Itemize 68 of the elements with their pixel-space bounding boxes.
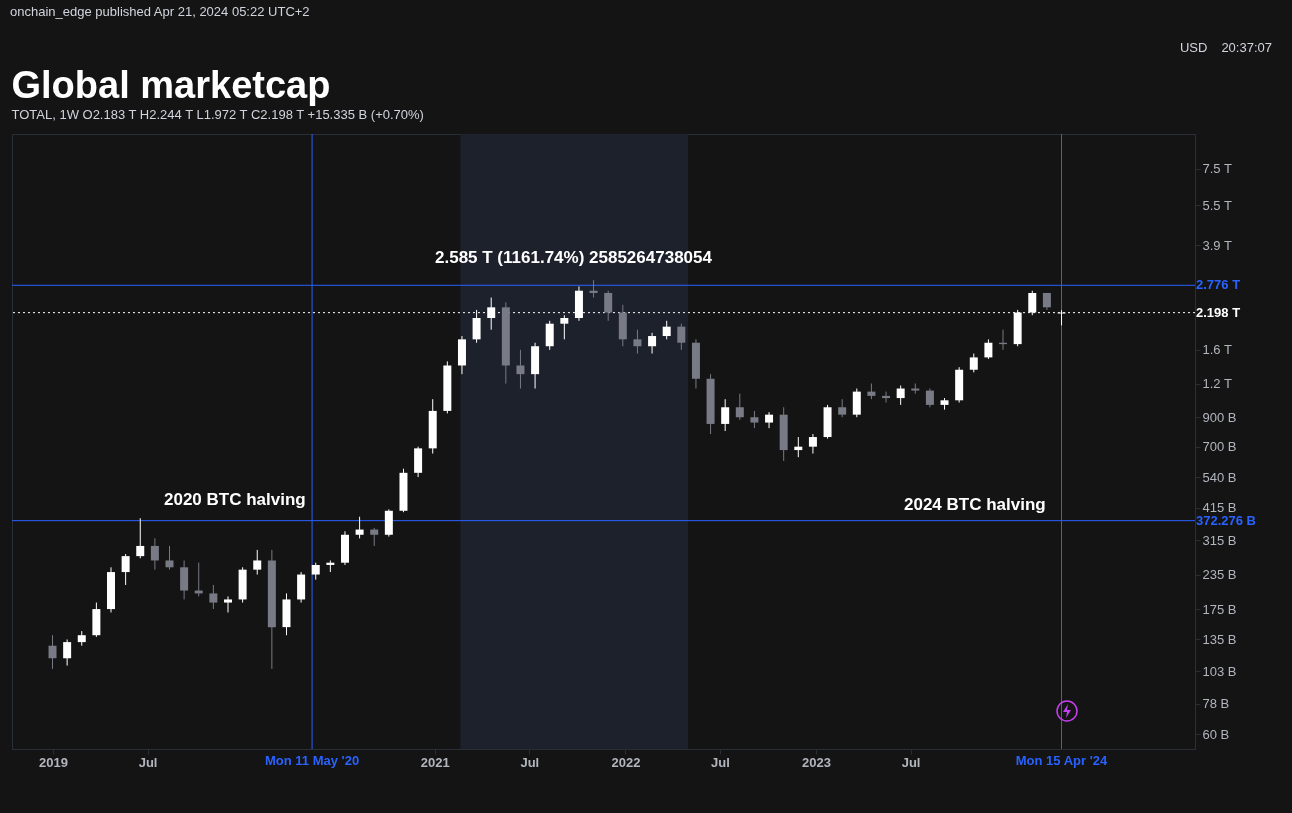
candlestick (121, 553, 130, 586)
x-tick-label: 2023 (802, 754, 832, 770)
candlestick (925, 388, 934, 408)
candlestick (765, 411, 774, 429)
candlestick (735, 393, 744, 421)
candlestick (63, 638, 72, 667)
y-tick-label: 175 B (1202, 601, 1237, 617)
candlestick (165, 545, 174, 571)
candlestick (896, 385, 905, 406)
chart-subtitle: TOTAL, 1W O2.183 T H2.244 T L1.972 T C2.198 T +15.335 B (+0.70%) (11, 106, 424, 122)
annotation: 2024 BTC halving (904, 495, 1046, 515)
ref-line-label: 2.198 T (1196, 304, 1241, 320)
candlestick (662, 320, 671, 340)
candlestick (355, 516, 364, 539)
candlestick (852, 388, 861, 418)
y-tick-label: 900 B (1202, 409, 1237, 425)
candlestick (370, 527, 379, 547)
y-tick-label: 700 B (1202, 439, 1237, 455)
candlestick (48, 634, 57, 670)
candlestick (677, 323, 686, 351)
chart-title: Global marketcap (11, 63, 331, 106)
text: onchain_edge published Apr 21, 2024 05:22 UTC+2 (10, 4, 310, 19)
y-tick-label: 315 B (1202, 532, 1237, 548)
candlestick (150, 537, 159, 571)
y-tick-label: 3.9 T (1202, 237, 1232, 253)
ref-line-label: Mon 11 May '20 (265, 753, 360, 768)
candlestick (560, 314, 569, 340)
candlestick (984, 338, 993, 360)
candlestick (604, 290, 613, 322)
candlestick (384, 508, 393, 538)
candlestick (648, 332, 657, 355)
ref-line-label: 2.776 T (1196, 277, 1241, 293)
candlestick (180, 559, 189, 600)
y-tick-label: 60 B (1202, 726, 1230, 742)
x-tick-label: Jul (138, 754, 158, 770)
candlestick (969, 353, 978, 373)
x-tick-label: 2021 (420, 754, 450, 770)
candlestick (253, 549, 262, 576)
candlestick (516, 349, 525, 390)
x-tick-label: Jul (711, 754, 730, 770)
y-tick-label: 1.6 T (1202, 342, 1232, 358)
y-tick-label: 1.2 T (1202, 376, 1232, 392)
candlestick (633, 329, 642, 355)
candlestick (721, 398, 730, 432)
text: USD (1179, 40, 1208, 55)
candlestick (838, 398, 847, 418)
x-tick-label: Jul (520, 754, 540, 770)
y-tick-label: 135 B (1202, 631, 1237, 647)
candlestick (209, 584, 218, 610)
y-tick-label: 235 B (1202, 567, 1237, 583)
y-tick-label: 103 B (1202, 663, 1237, 679)
y-tick-label: 78 B (1202, 696, 1230, 712)
y-tick-label: 7.5 T (1202, 161, 1232, 177)
x-tick-label: 2022 (611, 754, 641, 770)
candlestick (808, 433, 817, 455)
candlestick (1028, 290, 1037, 316)
candlestick (136, 517, 145, 559)
y-tick-label: 540 B (1202, 469, 1237, 485)
x-tick-label: Jul (901, 754, 921, 770)
candlestick (545, 320, 554, 351)
annotation: 2.585 T (1161.74%) 2585264738054 (435, 248, 712, 268)
annotation: 2020 BTC halving (164, 490, 306, 510)
y-tick-label: 5.5 T (1202, 197, 1232, 213)
candlestick (223, 595, 232, 613)
ref-line-label: Mon 15 Apr '24 (1015, 753, 1109, 768)
text: 20:37:07 (1221, 40, 1272, 55)
x-tick-label: 2019 (39, 754, 68, 770)
candlestick (487, 297, 496, 331)
